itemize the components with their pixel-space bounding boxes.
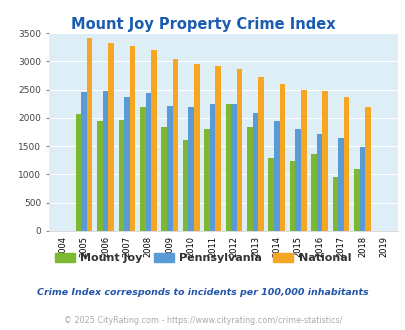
Bar [118, 120, 124, 231]
Bar [311, 154, 316, 231]
Bar [145, 93, 151, 231]
Bar [295, 129, 301, 231]
Bar [343, 97, 349, 231]
Bar [322, 91, 327, 231]
Bar [102, 91, 108, 231]
Bar [97, 121, 102, 231]
Bar [204, 129, 209, 231]
Text: Mount Joy Property Crime Index: Mount Joy Property Crime Index [70, 16, 335, 31]
Bar [87, 38, 92, 231]
Bar [166, 106, 172, 231]
Bar [247, 127, 252, 231]
Bar [273, 121, 279, 231]
Bar [140, 107, 145, 231]
Bar [301, 90, 306, 231]
Bar [236, 69, 242, 231]
Bar [316, 134, 322, 231]
Bar [188, 107, 194, 231]
Bar [279, 84, 284, 231]
Bar [75, 114, 81, 231]
Text: © 2025 CityRating.com - https://www.cityrating.com/crime-statistics/: © 2025 CityRating.com - https://www.city… [64, 315, 341, 325]
Bar [337, 138, 343, 231]
Bar [161, 127, 166, 231]
Bar [364, 107, 370, 231]
Bar [359, 147, 364, 231]
Bar [209, 104, 215, 231]
Bar [215, 66, 220, 231]
Bar [129, 46, 135, 231]
Bar [151, 50, 156, 231]
Bar [194, 64, 199, 231]
Bar [108, 43, 113, 231]
Bar [124, 97, 129, 231]
Bar [81, 92, 87, 231]
Bar [353, 169, 359, 231]
Bar [268, 158, 273, 231]
Legend: Mount Joy, Pennsylvania, National: Mount Joy, Pennsylvania, National [50, 248, 355, 268]
Bar [172, 59, 178, 231]
Bar [332, 177, 337, 231]
Bar [258, 77, 263, 231]
Bar [231, 104, 236, 231]
Bar [182, 140, 188, 231]
Bar [252, 113, 258, 231]
Bar [289, 161, 295, 231]
Bar [225, 104, 231, 231]
Text: Crime Index corresponds to incidents per 100,000 inhabitants: Crime Index corresponds to incidents per… [37, 287, 368, 297]
